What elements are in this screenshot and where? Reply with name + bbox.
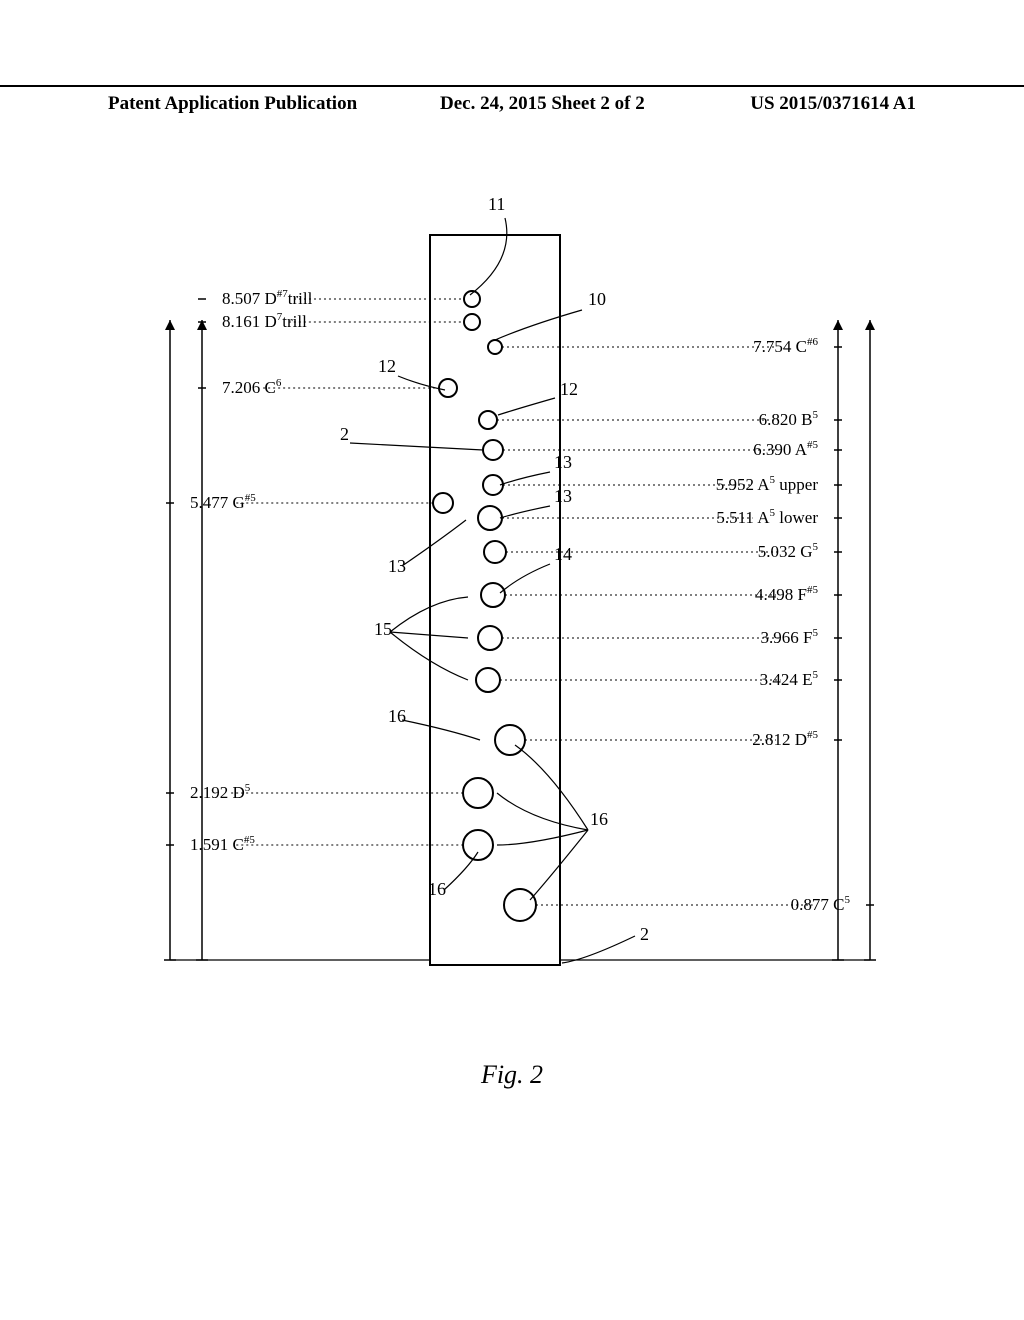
hole-label-right: 4.498 F#5 [755, 584, 818, 604]
tone-hole [484, 541, 506, 563]
reference-numeral: 2 [640, 924, 649, 944]
hole-label-right: 2.812 D#5 [752, 729, 818, 749]
tone-hole [433, 493, 453, 513]
figure-diagram: 8.507 D#7trill 8.161 D7trill 7.754 C#6 7.20… [0, 0, 1024, 1320]
hole-label-left: 5.477 G#5 [190, 492, 256, 512]
hole-label-left: 8.161 D7trill [222, 311, 307, 331]
reference-numeral: 13 [388, 556, 406, 576]
reference-numeral: 2 [340, 424, 349, 444]
reference-numeral: 16 [388, 706, 406, 726]
hole-label-left: 1.591 C#5 [190, 834, 255, 854]
page: Patent Application Publication Dec. 24, … [0, 0, 1024, 1320]
reference-numeral: 12 [560, 379, 578, 399]
hole-label-left: 7.206 C6 [222, 377, 282, 397]
reference-numeral: 13 [554, 486, 572, 506]
reference-numeral: 14 [554, 544, 572, 564]
tone-hole [479, 411, 497, 429]
tone-hole [478, 626, 502, 650]
tone-hole [478, 506, 502, 530]
tone-hole [476, 668, 500, 692]
tone-hole [463, 778, 493, 808]
reference-numeral: 16 [428, 879, 446, 899]
figure-caption-text: Fig. 2 [481, 1060, 543, 1089]
hole-label-right: 3.424 E5 [760, 669, 819, 689]
hole-label-right: 6.390 A#5 [753, 439, 818, 459]
hole-label-right: 7.754 C#6 [753, 336, 818, 356]
tone-hole [481, 583, 505, 607]
reference-numeral: 10 [588, 289, 606, 309]
tone-hole [495, 725, 525, 755]
reference-numeral: 16 [590, 809, 608, 829]
hole-label-right: 5.032 G5 [758, 541, 819, 561]
hole-label-right: 5.511 A5 lower [716, 507, 818, 527]
hole-label-right: 5.952 A5 upper [716, 474, 819, 494]
hole-label-right: 3.966 F5 [761, 627, 819, 647]
hole-label-right: 0.877 C5 [791, 894, 851, 914]
tone-hole [504, 889, 536, 921]
tone-hole [488, 340, 502, 354]
tone-hole [464, 314, 480, 330]
reference-numeral: 11 [488, 194, 505, 214]
figure-caption: Fig. 2 [0, 1060, 1024, 1090]
tone-hole [439, 379, 457, 397]
hole-label-left: 8.507 D#7trill [222, 288, 313, 308]
reference-numeral: 12 [378, 356, 396, 376]
tone-hole [483, 440, 503, 460]
hole-label-left: 2.192 D5 [190, 782, 251, 802]
hole-label-right: 6.820 B5 [759, 409, 819, 429]
tone-hole [463, 830, 493, 860]
reference-numeral: 15 [374, 619, 392, 639]
reference-numeral: 13 [554, 452, 572, 472]
